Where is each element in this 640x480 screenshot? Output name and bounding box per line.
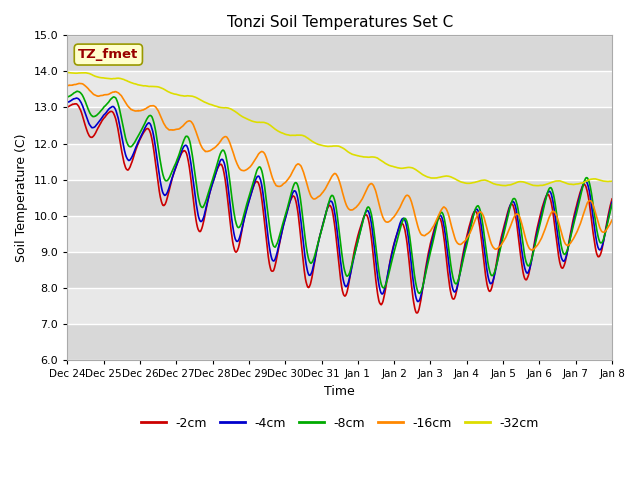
Legend: -2cm, -4cm, -8cm, -16cm, -32cm: -2cm, -4cm, -8cm, -16cm, -32cm xyxy=(136,412,544,435)
Bar xyxy=(67,288,612,324)
Bar xyxy=(67,180,612,216)
Bar xyxy=(67,72,612,108)
Bar xyxy=(67,36,612,72)
Y-axis label: Soil Temperature (C): Soil Temperature (C) xyxy=(15,133,28,262)
Bar xyxy=(67,252,612,288)
X-axis label: Time: Time xyxy=(324,384,355,397)
Bar xyxy=(67,324,612,360)
Bar xyxy=(67,144,612,180)
Title: Tonzi Soil Temperatures Set C: Tonzi Soil Temperatures Set C xyxy=(227,15,453,30)
Bar xyxy=(67,216,612,252)
Bar xyxy=(67,108,612,144)
Text: TZ_fmet: TZ_fmet xyxy=(78,48,138,61)
